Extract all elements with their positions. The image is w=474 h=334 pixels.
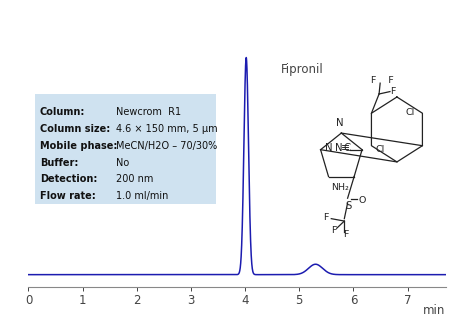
Text: F: F <box>343 230 348 239</box>
Text: No: No <box>116 158 129 168</box>
Text: N: N <box>336 144 343 154</box>
Text: C: C <box>343 144 350 154</box>
Text: Detection:: Detection: <box>40 174 97 184</box>
Text: F: F <box>391 87 396 96</box>
Text: 4.6 × 150 mm, 5 μm: 4.6 × 150 mm, 5 μm <box>116 124 218 134</box>
Text: Newcrom  R1: Newcrom R1 <box>116 108 181 118</box>
Text: Mobile phase:: Mobile phase: <box>40 141 117 151</box>
Text: N: N <box>337 118 344 128</box>
Text: Flow rate:: Flow rate: <box>40 191 95 201</box>
Text: MeCN/H2O – 70/30%: MeCN/H2O – 70/30% <box>116 141 217 151</box>
Text: min: min <box>423 304 446 317</box>
Text: Cl: Cl <box>376 145 385 154</box>
Text: 200 nm: 200 nm <box>116 174 154 184</box>
Text: Column:: Column: <box>40 108 85 118</box>
Text: N: N <box>325 144 333 154</box>
Text: F: F <box>323 213 328 222</box>
Text: F: F <box>331 226 336 235</box>
Text: NH₂: NH₂ <box>331 183 348 192</box>
Text: Column size:: Column size: <box>40 124 110 134</box>
FancyBboxPatch shape <box>35 95 216 204</box>
Text: Buffer:: Buffer: <box>40 158 78 168</box>
Text: Fipronil: Fipronil <box>281 63 324 76</box>
Text: ≡: ≡ <box>340 144 350 154</box>
Text: F    F: F F <box>371 76 394 85</box>
Text: O: O <box>358 196 365 205</box>
Text: S: S <box>346 201 352 211</box>
Text: Cl: Cl <box>406 108 415 117</box>
Text: 1.0 ml/min: 1.0 ml/min <box>116 191 168 201</box>
